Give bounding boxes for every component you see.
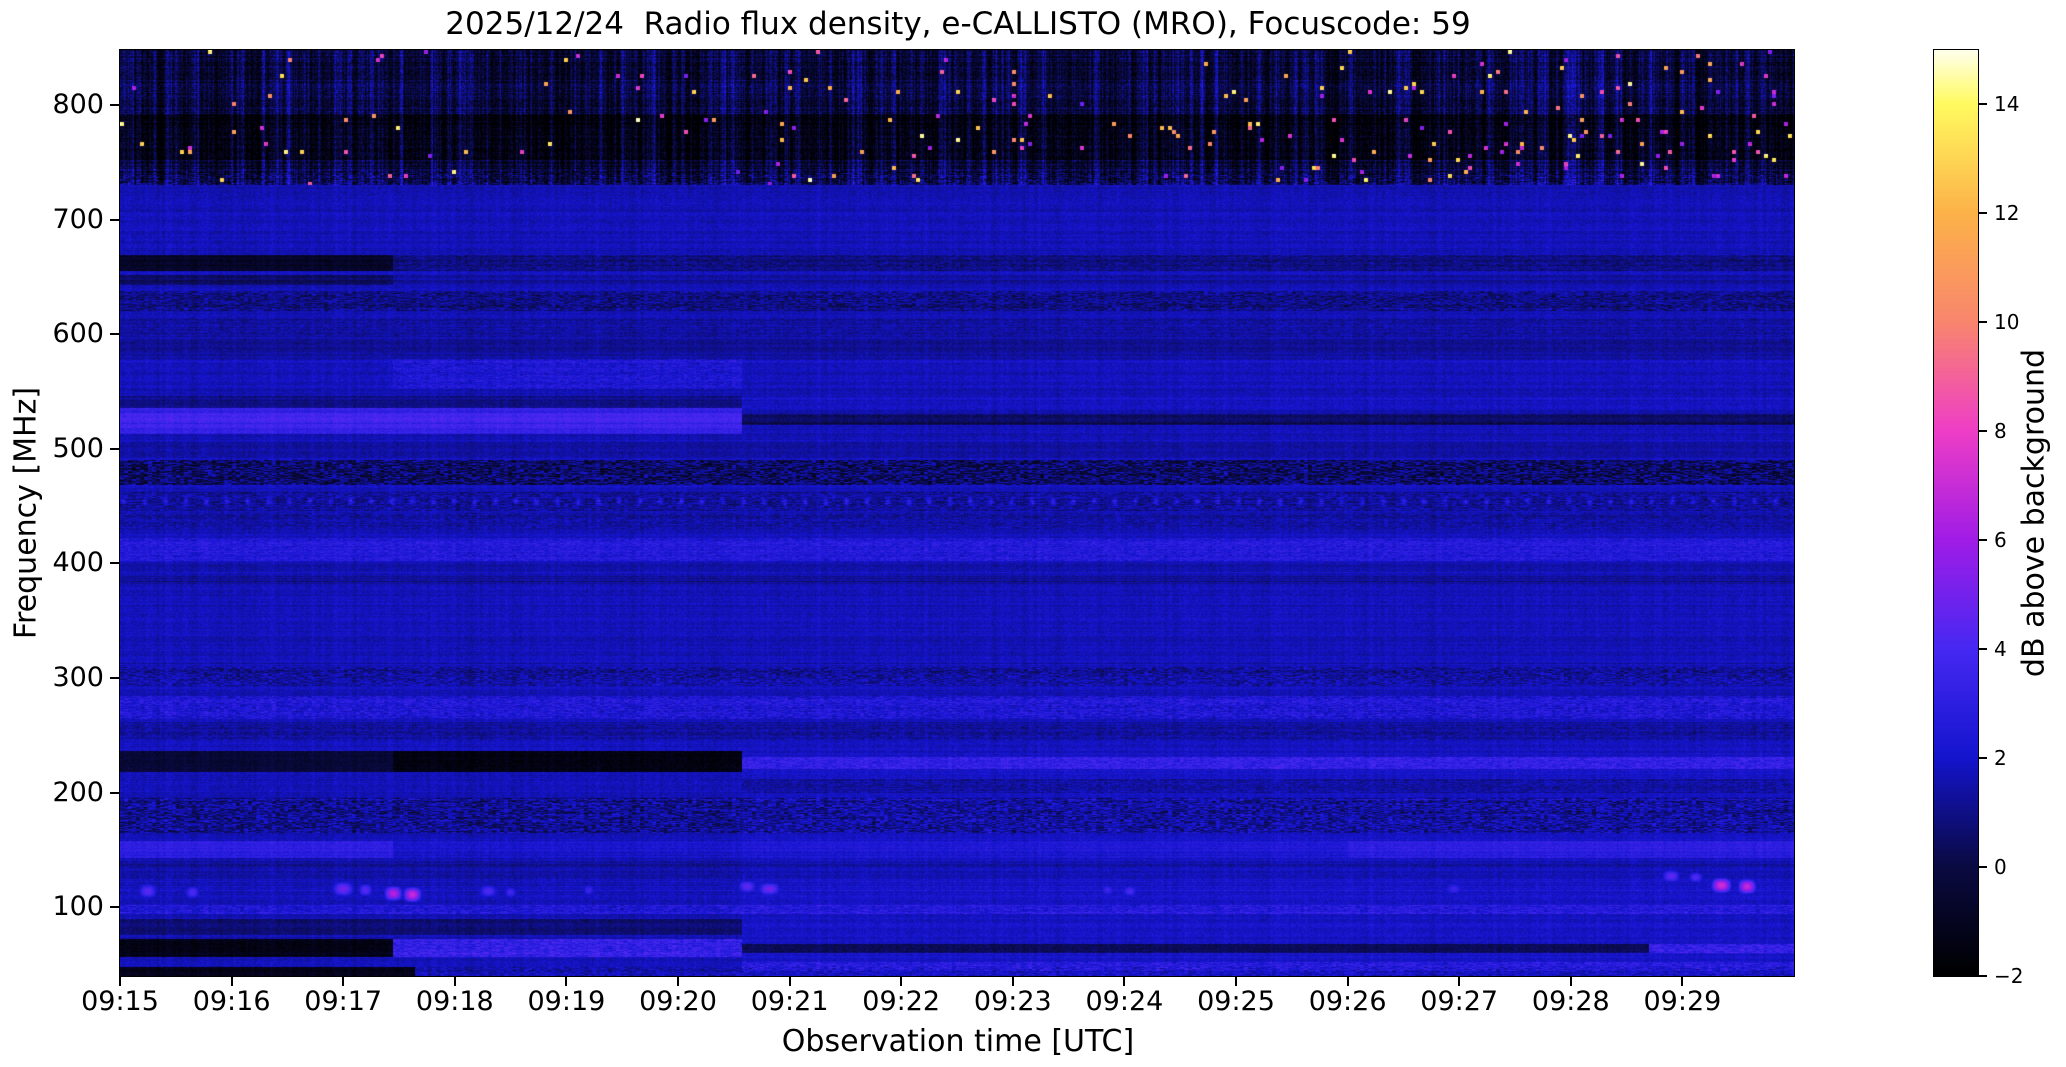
colorbar-tick-label: −2 — [1994, 964, 2024, 988]
y-tick-mark — [110, 333, 119, 336]
y-tick-mark — [110, 447, 119, 450]
x-tick-label: 09:27 — [1420, 986, 1499, 1017]
x-tick-mark — [1458, 977, 1461, 986]
y-tick-mark — [110, 791, 119, 794]
x-tick-mark — [119, 977, 121, 986]
y-tick-mark — [110, 104, 119, 106]
x-axis-label: Observation time [UTC] — [781, 1024, 1135, 1059]
colorbar-tick-mark — [1979, 212, 1987, 215]
chart-title: 2025/12/24 Radio flux density, e-CALLIST… — [445, 6, 1471, 42]
x-tick-mark — [900, 977, 903, 986]
x-tick-label: 09:22 — [862, 986, 941, 1017]
y-tick-mark — [110, 906, 119, 909]
y-tick-label: 400 — [52, 547, 104, 579]
colorbar-tick-mark — [1979, 539, 1987, 542]
colorbar-canvas — [1934, 50, 1978, 976]
y-axis-label: Frequency [MHz] — [8, 386, 44, 640]
x-tick-mark — [1346, 977, 1349, 986]
y-tick-label: 600 — [52, 318, 104, 350]
plot-area — [119, 49, 1795, 977]
y-tick-mark — [110, 218, 119, 221]
x-tick-label: 09:18 — [415, 986, 494, 1017]
x-tick-label: 09:24 — [1085, 986, 1164, 1017]
colorbar-tick-mark — [1979, 757, 1987, 760]
x-tick-mark — [677, 977, 679, 986]
x-tick-label: 09:28 — [1531, 986, 1610, 1017]
colorbar-tick-label: 8 — [1994, 419, 2007, 444]
x-tick-mark — [230, 977, 233, 986]
colorbar-tick-label: 4 — [1994, 637, 2007, 662]
colorbar-tick-mark — [1979, 430, 1987, 433]
colorbar-tick-label: 10 — [1994, 310, 2020, 335]
y-tick-label: 500 — [52, 432, 104, 464]
x-tick-label: 09:17 — [304, 986, 383, 1017]
x-tick-mark — [1011, 977, 1014, 986]
x-tick-mark — [453, 977, 456, 986]
colorbar-tick-mark — [1979, 866, 1987, 869]
x-tick-mark — [1569, 977, 1572, 986]
y-tick-mark — [110, 562, 119, 565]
colorbar-tick-label: 12 — [1994, 201, 2020, 226]
y-tick-label: 700 — [52, 203, 104, 235]
colorbar-tick-label: 6 — [1994, 528, 2007, 553]
x-tick-mark — [1235, 977, 1237, 986]
colorbar-tick-label: 14 — [1994, 92, 2020, 117]
y-tick-mark — [110, 677, 119, 680]
x-tick-mark — [565, 977, 568, 986]
x-tick-label: 09:23 — [973, 986, 1052, 1017]
y-tick-label: 800 — [52, 89, 104, 120]
x-tick-label: 09:26 — [1308, 986, 1387, 1017]
x-tick-label: 09:21 — [750, 986, 829, 1017]
colorbar — [1933, 49, 1979, 977]
x-tick-label: 09:19 — [527, 986, 606, 1017]
x-tick-mark — [788, 977, 791, 986]
colorbar-tick-mark — [1979, 103, 1987, 106]
x-tick-label: 09:15 — [81, 986, 159, 1017]
y-tick-label: 100 — [52, 891, 104, 923]
colorbar-tick-mark — [1979, 975, 1987, 977]
colorbar-tick-label: 2 — [1994, 746, 2007, 771]
x-tick-label: 09:25 — [1197, 986, 1275, 1017]
x-tick-mark — [342, 977, 345, 986]
colorbar-tick-mark — [1979, 648, 1987, 651]
x-tick-mark — [1123, 977, 1126, 986]
colorbar-tick-label: 0 — [1994, 855, 2007, 880]
spectrogram-canvas — [120, 50, 1794, 976]
x-tick-label: 09:20 — [639, 986, 717, 1017]
colorbar-label: dB above background — [2016, 348, 2052, 678]
y-tick-label: 200 — [52, 776, 104, 808]
colorbar-tick-mark — [1979, 321, 1987, 324]
x-tick-label: 09:16 — [192, 986, 271, 1017]
y-tick-label: 300 — [52, 662, 104, 694]
x-tick-mark — [1681, 977, 1684, 986]
x-tick-label: 09:29 — [1643, 986, 1722, 1017]
